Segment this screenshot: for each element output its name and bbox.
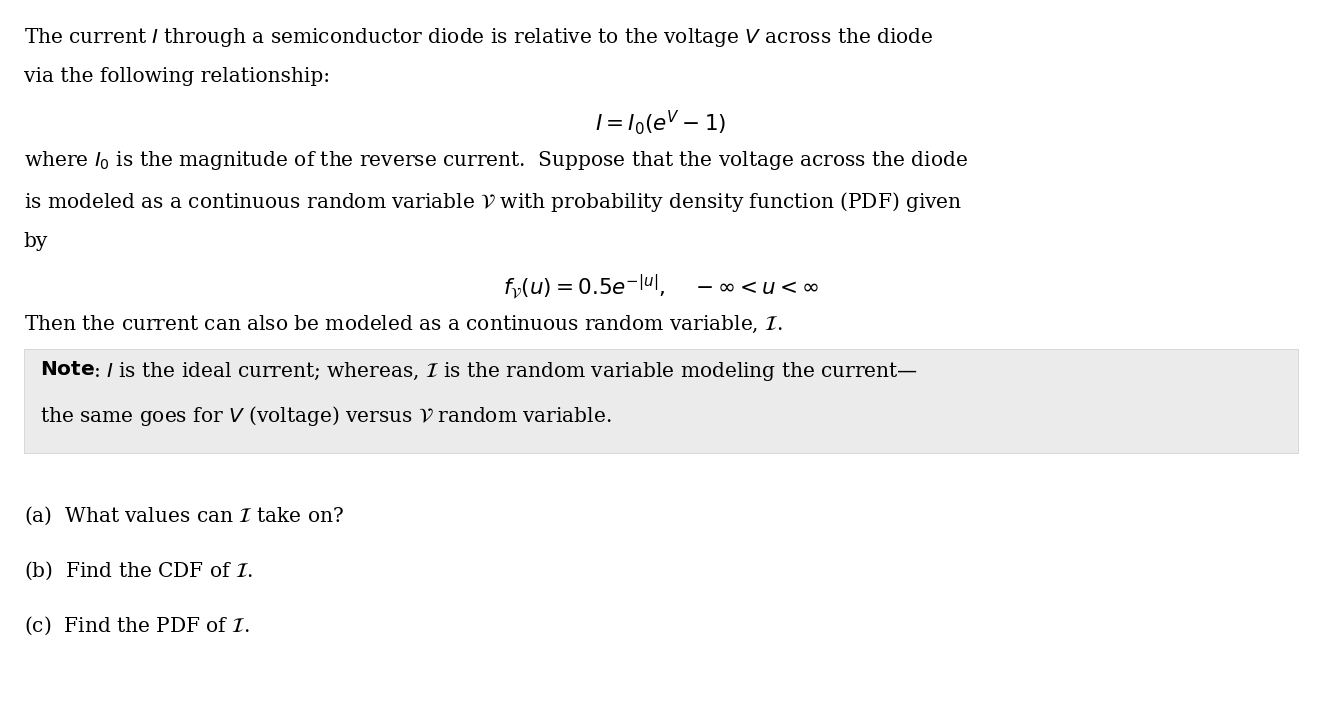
Text: (c)  Find the PDF of $\mathcal{I}$.: (c) Find the PDF of $\mathcal{I}$.: [24, 615, 250, 637]
Text: by: by: [24, 232, 48, 251]
Text: is modeled as a continuous random variable $\mathcal{V}$ with probability densit: is modeled as a continuous random variab…: [24, 190, 962, 215]
Text: via the following relationship:: via the following relationship:: [24, 67, 330, 86]
Text: the same goes for $V$ (voltage) versus $\mathcal{V}$ random variable.: the same goes for $V$ (voltage) versus $…: [40, 404, 611, 428]
Text: (b)  Find the CDF of $\mathcal{I}$.: (b) Find the CDF of $\mathcal{I}$.: [24, 559, 253, 582]
Text: The current $I$ through a semiconductor diode is relative to the voltage $V$ acr: The current $I$ through a semiconductor …: [24, 26, 933, 49]
Text: $f_{\mathcal{V}}(u) = 0.5e^{-|u|}, \quad -\infty < u < \infty$: $f_{\mathcal{V}}(u) = 0.5e^{-|u|}, \quad…: [502, 273, 820, 302]
FancyBboxPatch shape: [24, 348, 1298, 453]
Text: $I = I_0(e^V - 1)$: $I = I_0(e^V - 1)$: [595, 108, 727, 137]
Text: : $I$ is the ideal current; whereas, $\mathcal{I}$ is the random variable modeli: : $I$ is the ideal current; whereas, $\m…: [93, 360, 917, 383]
Text: $\bf{Note}$: $\bf{Note}$: [40, 360, 95, 379]
Text: (a)  What values can $\mathcal{I}$ take on?: (a) What values can $\mathcal{I}$ take o…: [24, 504, 344, 527]
Text: Then the current can also be modeled as a continuous random variable, $\mathcal{: Then the current can also be modeled as …: [24, 314, 783, 335]
Text: where $I_0$ is the magnitude of the reverse current.  Suppose that the voltage a: where $I_0$ is the magnitude of the reve…: [24, 149, 968, 172]
